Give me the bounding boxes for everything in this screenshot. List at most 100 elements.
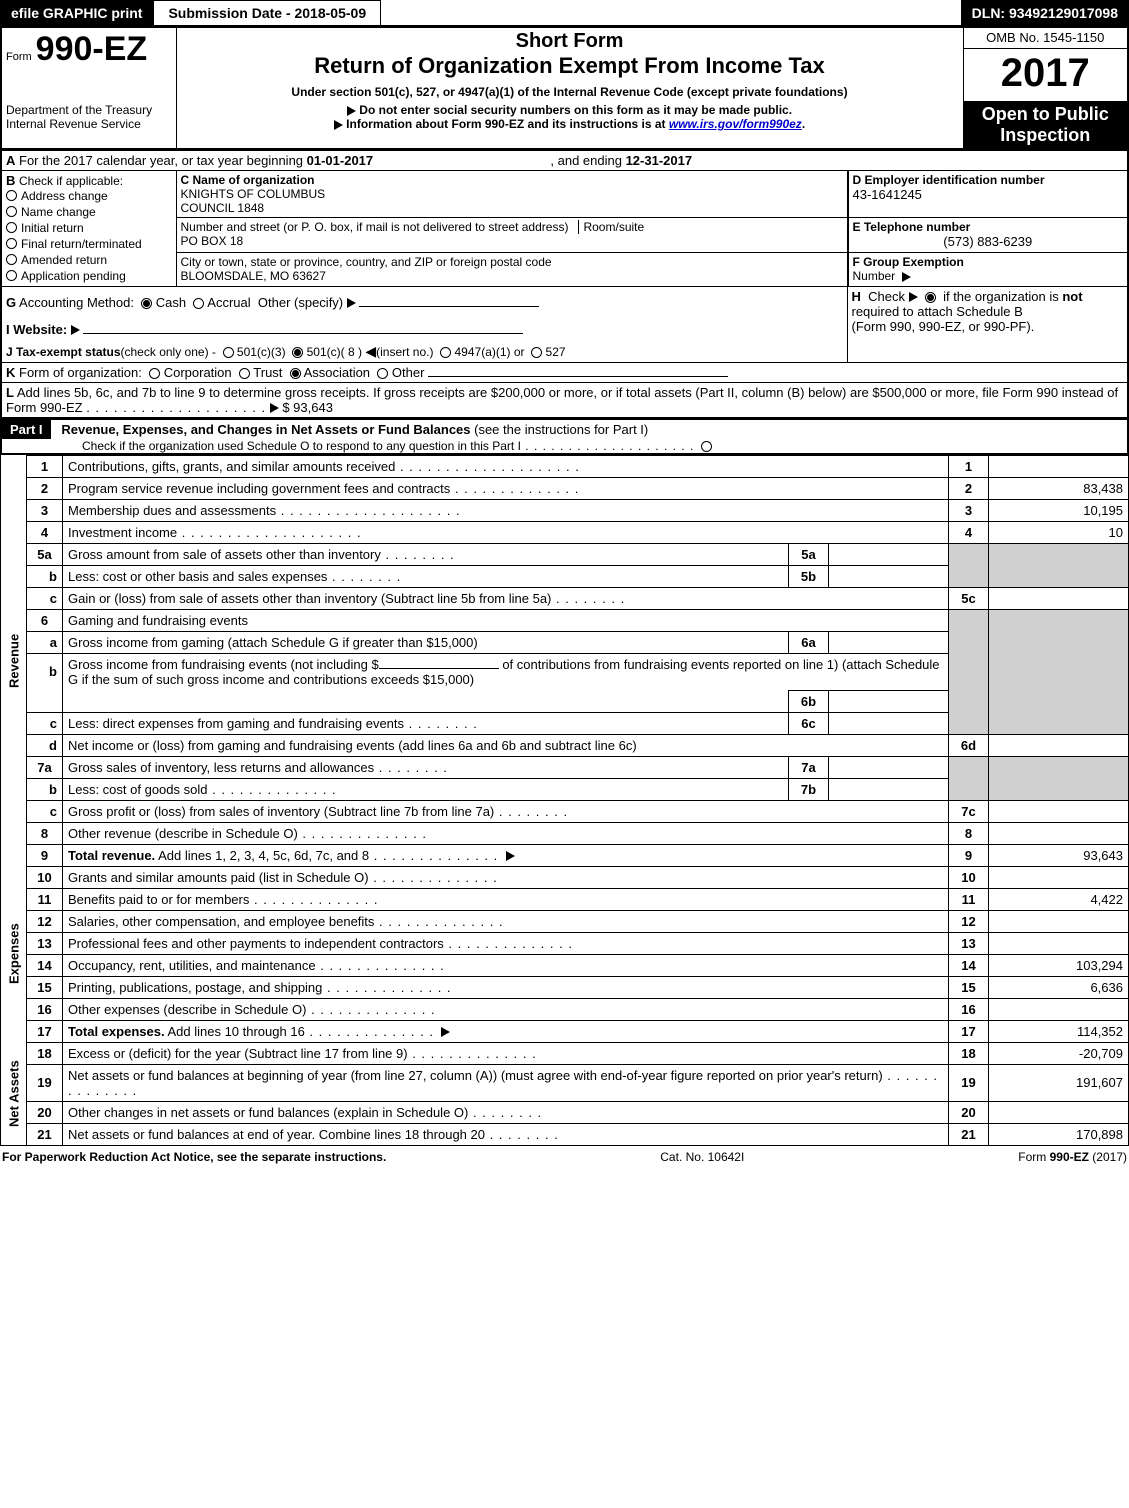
irs-link[interactable]: www.irs.gov/form990ez bbox=[669, 117, 802, 131]
rb-sched-o[interactable] bbox=[701, 441, 712, 452]
letter-J: J bbox=[6, 345, 13, 359]
ln-14-num: 14 bbox=[27, 954, 63, 976]
lbl-other: Other (specify) bbox=[258, 295, 343, 310]
shade bbox=[989, 690, 1129, 712]
ln-6d-amt bbox=[989, 734, 1129, 756]
footer-mid: Cat. No. 10642I bbox=[660, 1150, 744, 1164]
dots bbox=[177, 525, 361, 540]
submission-date-button[interactable]: Submission Date - 2018-05-09 bbox=[153, 0, 381, 26]
ln-19-amt: 191,607 bbox=[989, 1064, 1129, 1101]
ln-20-desc: Other changes in net assets or fund bala… bbox=[68, 1105, 468, 1120]
form-prefix: Form bbox=[6, 51, 32, 63]
website-line[interactable] bbox=[83, 333, 523, 334]
ln-2-desc: Program service revenue including govern… bbox=[68, 481, 450, 496]
shade bbox=[989, 543, 1129, 565]
shade bbox=[949, 565, 989, 587]
ln-17-amt: 114,352 bbox=[989, 1020, 1129, 1042]
dots bbox=[468, 1105, 542, 1120]
other-org-line[interactable] bbox=[428, 376, 728, 377]
shade bbox=[949, 543, 989, 565]
ln-5b-sub: 5b bbox=[789, 565, 829, 587]
ln-5b-subval bbox=[829, 565, 949, 587]
tax-year: 2017 bbox=[963, 49, 1128, 101]
ln-18-amt: -20,709 bbox=[989, 1042, 1129, 1064]
rb-501c[interactable] bbox=[292, 347, 303, 358]
cb-name-change[interactable]: Name change bbox=[6, 204, 172, 220]
ln-21-num: 21 bbox=[27, 1123, 63, 1145]
cb-label: Initial return bbox=[21, 221, 84, 235]
ln-7b-sub: 7b bbox=[789, 778, 829, 800]
ln-5a-sub: 5a bbox=[789, 543, 829, 565]
ln-14-amt: 103,294 bbox=[989, 954, 1129, 976]
cb-amended-return[interactable]: Amended return bbox=[6, 252, 172, 268]
ln-3-desc: Membership dues and assessments bbox=[68, 503, 276, 518]
h-not: not bbox=[1062, 289, 1082, 304]
ln-4-num: 4 bbox=[27, 521, 63, 543]
rb-corp[interactable] bbox=[149, 368, 160, 379]
form-number: 990-EZ bbox=[32, 22, 152, 76]
dots bbox=[249, 892, 378, 907]
ln-7a-num: 7a bbox=[27, 756, 63, 778]
dots bbox=[276, 503, 460, 518]
letter-B: B bbox=[6, 173, 15, 188]
ln-2-box: 2 bbox=[949, 477, 989, 499]
cb-application-pending[interactable]: Application pending bbox=[6, 268, 172, 284]
cb-final-return[interactable]: Final return/terminated bbox=[6, 236, 172, 252]
rb-sched-b[interactable] bbox=[925, 292, 936, 303]
rb-accrual[interactable] bbox=[193, 298, 204, 309]
side-revenue: Revenue bbox=[1, 455, 27, 866]
side-netassets: Net Assets bbox=[1, 1042, 27, 1145]
rb-527[interactable] bbox=[531, 347, 542, 358]
rb-trust[interactable] bbox=[239, 368, 250, 379]
cb-initial-return[interactable]: Initial return bbox=[6, 220, 172, 236]
lbl-527: 527 bbox=[546, 345, 566, 359]
shade bbox=[989, 712, 1129, 734]
ln-5b-num: b bbox=[27, 565, 63, 587]
top-bar: efile GRAPHIC print Submission Date - 20… bbox=[0, 0, 1129, 26]
open-to-public: Open to Public Inspection bbox=[963, 101, 1128, 149]
cb-label: Name change bbox=[21, 205, 96, 219]
ln-6d-desc: Net income or (loss) from gaming and fun… bbox=[68, 738, 637, 753]
ln-5c-box: 5c bbox=[949, 587, 989, 609]
ln-20-amt bbox=[989, 1101, 1129, 1123]
ln-1-num: 1 bbox=[27, 455, 63, 477]
lbl-other-org: Other bbox=[392, 365, 425, 380]
shade bbox=[989, 631, 1129, 653]
L-amt-prefix: $ bbox=[282, 400, 293, 415]
ln-6b-sub: 6b bbox=[789, 690, 829, 712]
rb-other-org[interactable] bbox=[377, 368, 388, 379]
dots bbox=[494, 804, 568, 819]
shade bbox=[989, 609, 1129, 631]
ln-21-amt: 170,898 bbox=[989, 1123, 1129, 1145]
ln-20-box: 20 bbox=[949, 1101, 989, 1123]
other-specify-line[interactable] bbox=[359, 306, 539, 307]
shade bbox=[949, 653, 989, 690]
rb-4947[interactable] bbox=[440, 347, 451, 358]
ln-6a-sub: 6a bbox=[789, 631, 829, 653]
ln-5c-num: c bbox=[27, 587, 63, 609]
ln-10-box: 10 bbox=[949, 866, 989, 888]
ln-5a-num: 5a bbox=[27, 543, 63, 565]
topbar-spacer bbox=[381, 0, 961, 26]
rb-assoc[interactable] bbox=[290, 368, 301, 379]
ln-6b-blank[interactable] bbox=[379, 668, 499, 669]
arrow-note-1: Do not enter social security numbers on … bbox=[181, 103, 959, 117]
part1-note: (see the instructions for Part I) bbox=[471, 422, 649, 437]
ln-7b-desc: Less: cost of goods sold bbox=[68, 782, 207, 797]
part1-checkline: Check if the organization used Schedule … bbox=[82, 439, 521, 453]
dots bbox=[521, 439, 694, 453]
ln-17-num: 17 bbox=[27, 1020, 63, 1042]
dots bbox=[374, 914, 503, 929]
rb-cash[interactable] bbox=[141, 298, 152, 309]
j-note: (check only one) - bbox=[121, 345, 216, 359]
cb-label: Address change bbox=[21, 189, 108, 203]
org-name-2: COUNCIL 1848 bbox=[181, 201, 843, 215]
rb-501c3[interactable] bbox=[223, 347, 234, 358]
ln-21-box: 21 bbox=[949, 1123, 989, 1145]
cb-address-change[interactable]: Address change bbox=[6, 188, 172, 204]
f-label: F Group Exemption bbox=[853, 255, 964, 269]
phone-value: (573) 883-6239 bbox=[853, 234, 1124, 249]
lbl-501c3: 501(c)(3) bbox=[237, 345, 286, 359]
ln-10-desc: Grants and similar amounts paid (list in… bbox=[68, 870, 369, 885]
year-begin: 01-01-2017 bbox=[307, 153, 374, 168]
